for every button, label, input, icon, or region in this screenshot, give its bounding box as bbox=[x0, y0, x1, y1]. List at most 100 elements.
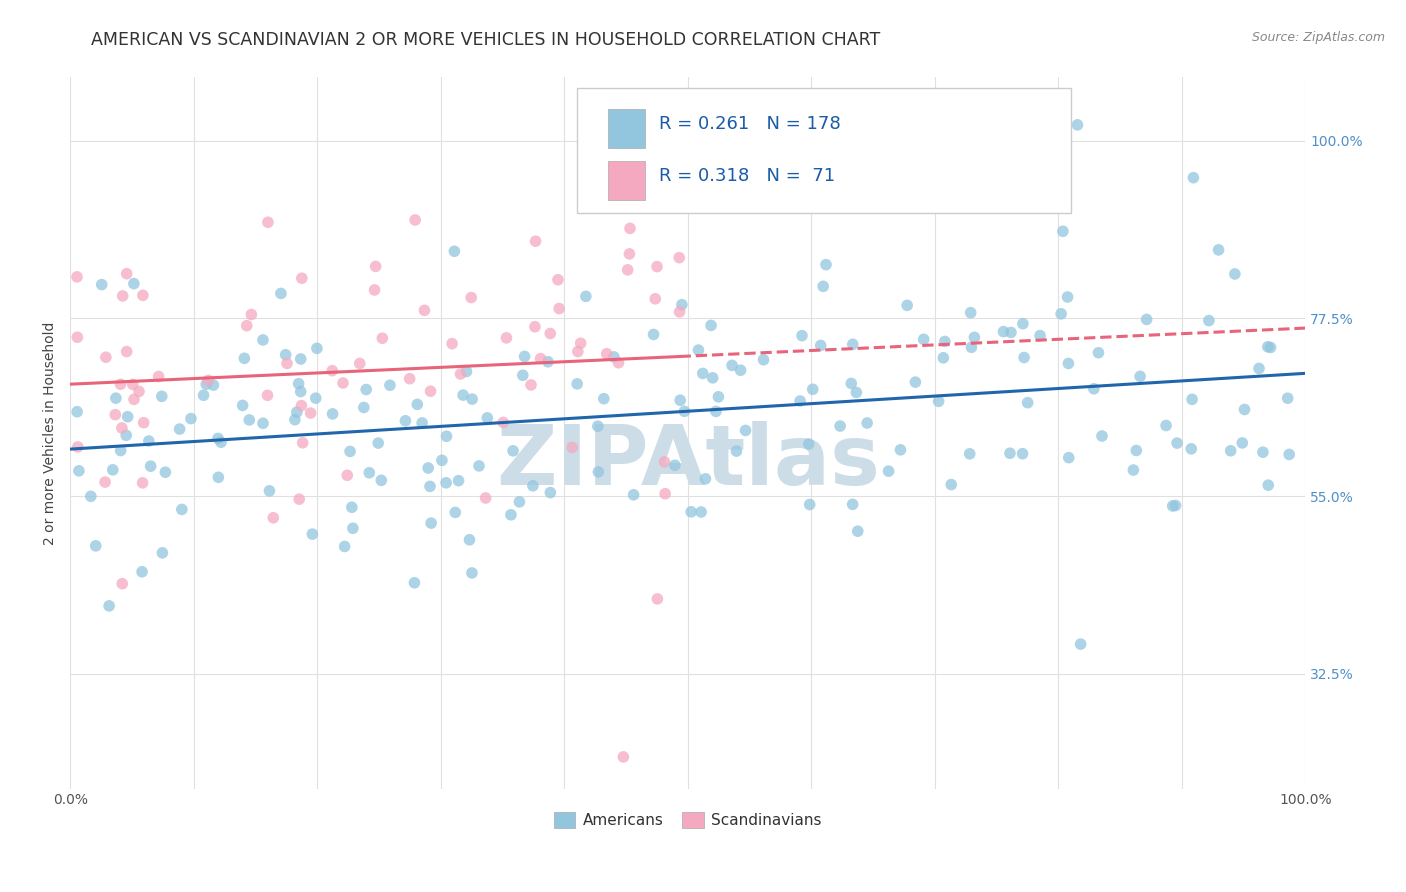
Point bbox=[799, 498, 821, 512]
Point bbox=[856, 416, 879, 430]
Point bbox=[131, 565, 153, 579]
Point bbox=[339, 444, 361, 458]
Point bbox=[1070, 637, 1092, 651]
Point bbox=[877, 464, 900, 478]
Point bbox=[139, 459, 162, 474]
Point bbox=[537, 355, 560, 369]
Point bbox=[148, 369, 170, 384]
Point bbox=[451, 388, 474, 402]
Point bbox=[567, 376, 589, 391]
Point bbox=[1122, 463, 1144, 477]
Point bbox=[90, 277, 112, 292]
Point bbox=[138, 434, 160, 448]
Point bbox=[207, 470, 229, 484]
Point bbox=[474, 491, 496, 505]
Point bbox=[1083, 382, 1105, 396]
Point bbox=[1052, 224, 1074, 238]
Point bbox=[132, 416, 155, 430]
Point bbox=[561, 441, 583, 455]
Point bbox=[180, 411, 202, 425]
Point bbox=[1125, 443, 1147, 458]
Point bbox=[169, 422, 191, 436]
Point bbox=[1129, 369, 1152, 384]
FancyBboxPatch shape bbox=[607, 161, 644, 200]
Point bbox=[810, 338, 832, 352]
Point bbox=[94, 351, 117, 365]
Point bbox=[232, 399, 254, 413]
Point bbox=[155, 465, 177, 479]
Point bbox=[730, 363, 752, 377]
Point bbox=[889, 442, 911, 457]
Point bbox=[569, 336, 592, 351]
Point bbox=[502, 443, 524, 458]
Point bbox=[285, 405, 308, 419]
FancyBboxPatch shape bbox=[607, 109, 644, 148]
Point bbox=[596, 347, 619, 361]
Point bbox=[98, 599, 121, 613]
Point bbox=[195, 377, 218, 392]
Point bbox=[839, 376, 862, 391]
Point bbox=[359, 466, 381, 480]
Point bbox=[538, 326, 561, 341]
Point bbox=[458, 533, 481, 547]
Point bbox=[797, 437, 820, 451]
Point bbox=[547, 273, 569, 287]
Point bbox=[643, 327, 665, 342]
Point bbox=[1012, 317, 1035, 331]
Point bbox=[538, 485, 561, 500]
Point bbox=[607, 356, 630, 370]
Point bbox=[567, 344, 589, 359]
Point bbox=[305, 391, 328, 405]
Point bbox=[150, 389, 173, 403]
Text: R = 0.261   N = 178: R = 0.261 N = 178 bbox=[659, 115, 841, 133]
Point bbox=[132, 288, 155, 302]
Point bbox=[811, 279, 834, 293]
Point bbox=[461, 392, 484, 406]
Point bbox=[1012, 351, 1035, 365]
Point bbox=[548, 301, 571, 316]
Point bbox=[378, 378, 401, 392]
Point bbox=[290, 399, 312, 413]
Point bbox=[354, 383, 377, 397]
Point bbox=[681, 505, 703, 519]
Point bbox=[647, 591, 669, 606]
Point bbox=[202, 378, 225, 392]
Point bbox=[592, 392, 614, 406]
Point bbox=[441, 336, 464, 351]
Point bbox=[619, 221, 641, 235]
Point bbox=[371, 331, 394, 345]
Point bbox=[122, 392, 145, 407]
Point bbox=[725, 444, 748, 458]
Point bbox=[363, 283, 385, 297]
Point bbox=[845, 385, 868, 400]
Point bbox=[1087, 345, 1109, 359]
Point bbox=[932, 351, 955, 365]
Point bbox=[434, 475, 457, 490]
Point bbox=[721, 359, 744, 373]
Point bbox=[411, 416, 433, 430]
Point bbox=[671, 298, 693, 312]
Point bbox=[150, 546, 173, 560]
Point bbox=[1166, 436, 1188, 450]
Point bbox=[1057, 450, 1080, 465]
Point bbox=[575, 289, 598, 303]
Point bbox=[1198, 313, 1220, 327]
Point bbox=[207, 432, 229, 446]
Point bbox=[284, 412, 307, 426]
Point bbox=[912, 332, 935, 346]
Point bbox=[1219, 443, 1241, 458]
Point bbox=[1278, 447, 1301, 461]
Point bbox=[419, 479, 441, 493]
Point bbox=[111, 289, 134, 303]
Text: ZIPAtlas: ZIPAtlas bbox=[496, 421, 880, 502]
Point bbox=[1260, 341, 1282, 355]
Point bbox=[287, 376, 309, 391]
Point bbox=[291, 271, 314, 285]
Point bbox=[896, 298, 918, 312]
Point bbox=[1017, 395, 1039, 409]
Point bbox=[240, 308, 263, 322]
Point bbox=[495, 331, 517, 345]
Point bbox=[707, 390, 730, 404]
Point bbox=[461, 566, 484, 580]
Point bbox=[1232, 436, 1254, 450]
